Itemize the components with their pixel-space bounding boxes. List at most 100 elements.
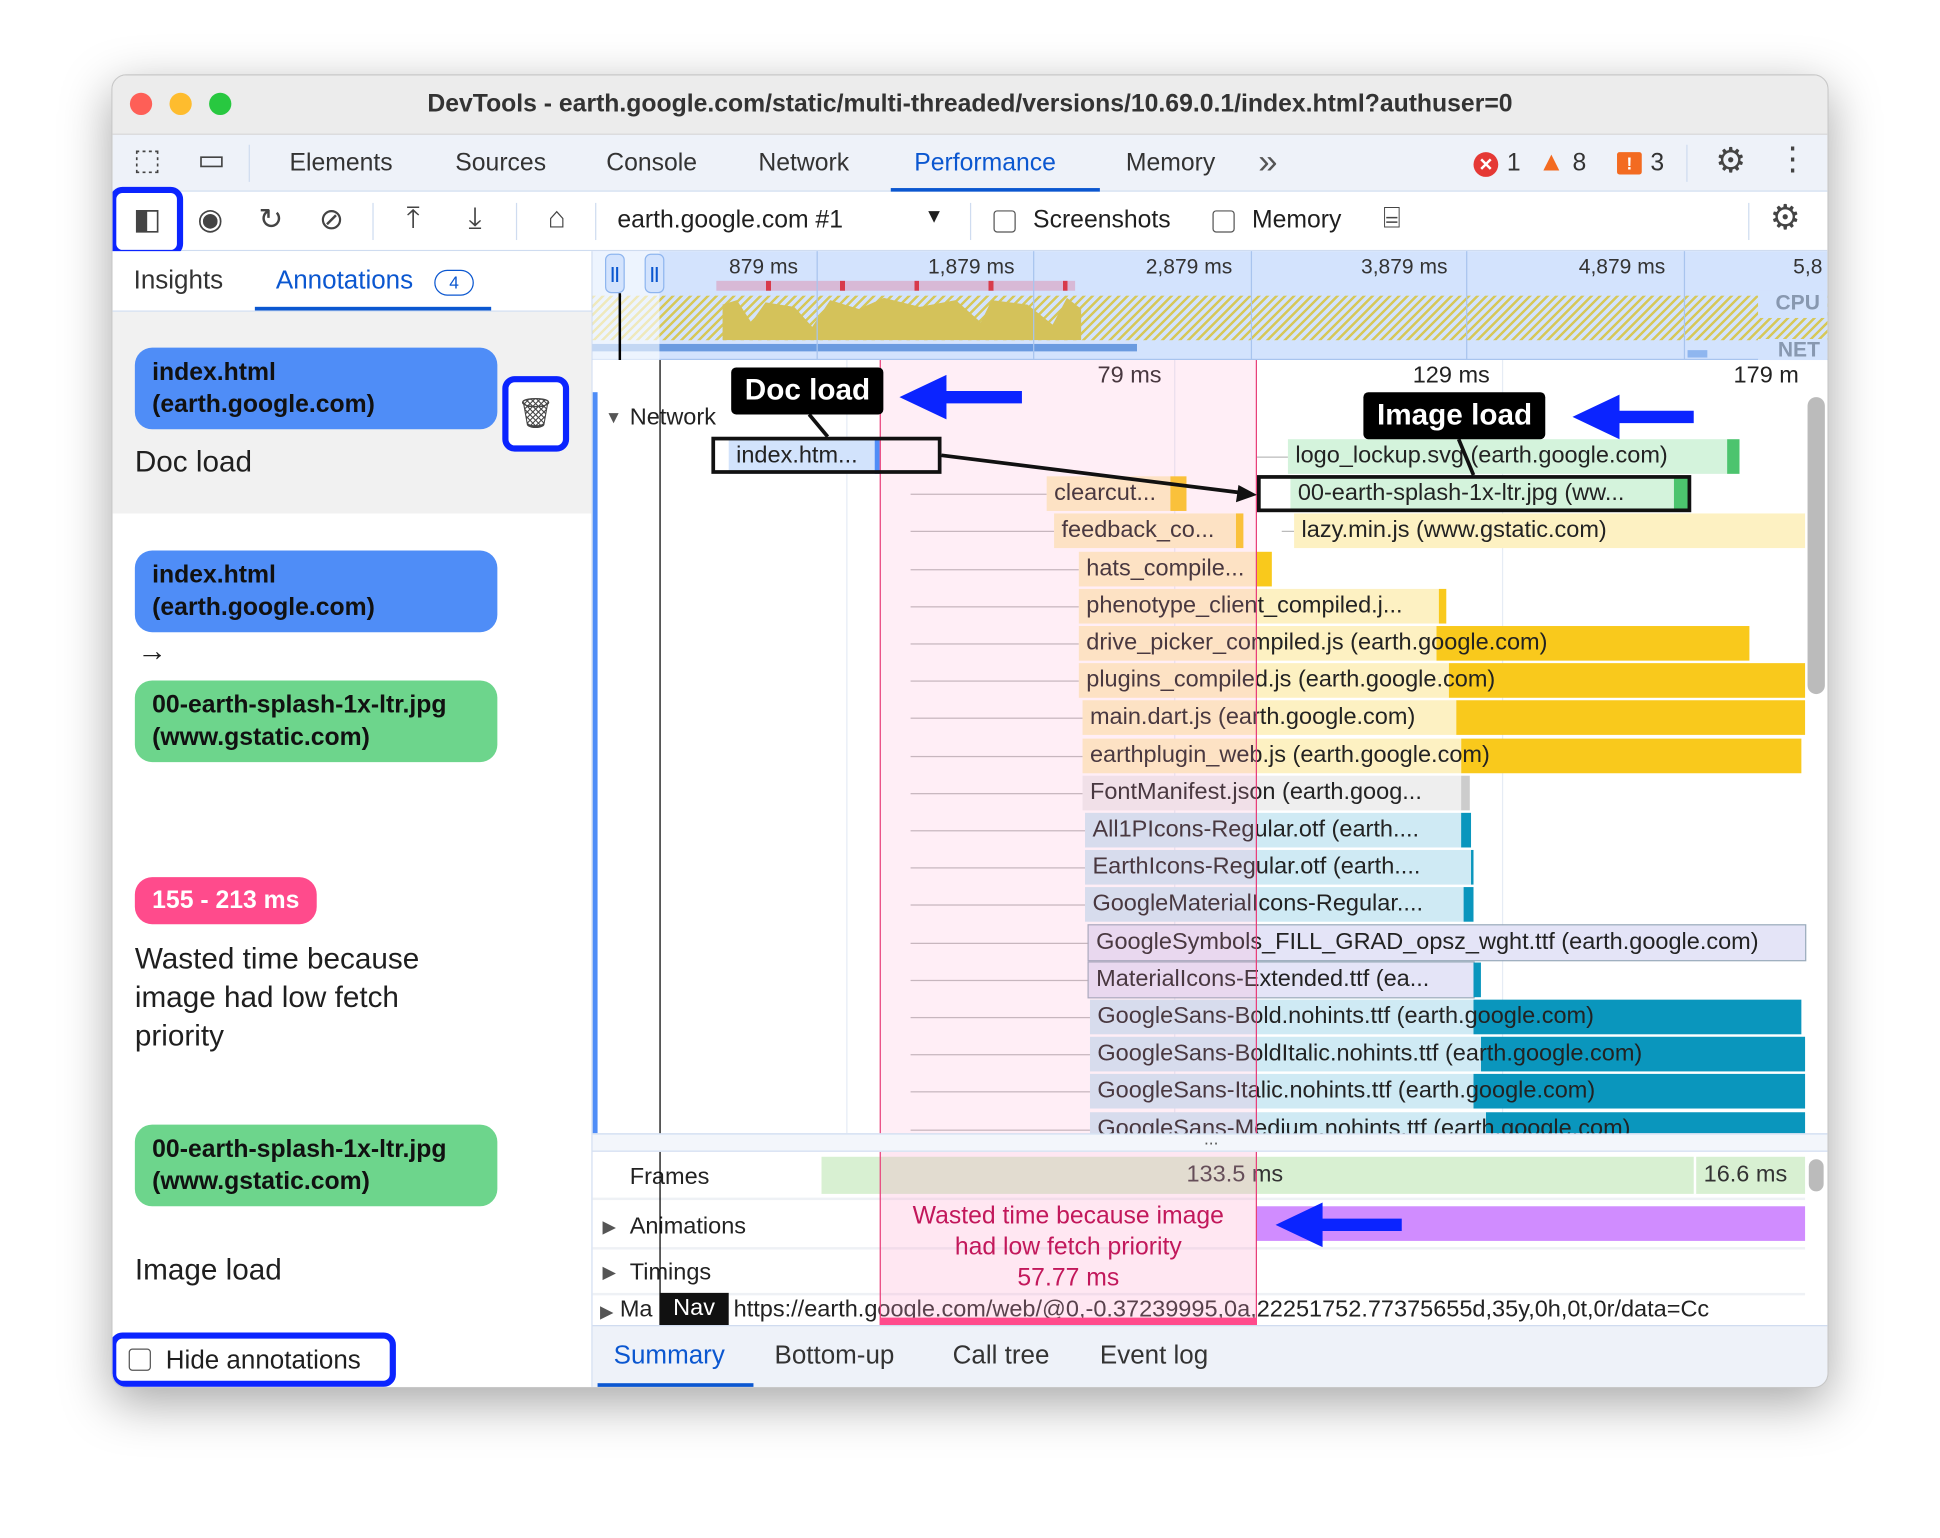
wasted-time-range-overlay[interactable] bbox=[879, 360, 1257, 1134]
network-request-bar[interactable]: logo_lockup.svg (earth.google.com) bbox=[1287, 439, 1728, 474]
memory-checkbox[interactable] bbox=[1212, 210, 1235, 233]
tab-performance[interactable]: Performance bbox=[914, 149, 1056, 177]
inspect-element-icon[interactable]: ⬚ bbox=[133, 143, 162, 177]
network-request-bar[interactable]: main.dart.js (earth.google.com) bbox=[1082, 700, 1457, 736]
network-request-bar[interactable]: GoogleSans-Italic.nohints.ttf (earth.goo… bbox=[1089, 1074, 1595, 1110]
tab-console[interactable]: Console bbox=[606, 149, 698, 177]
annotation-link-to-chip[interactable]: 00-earth-splash-1x-ltr.jpg (www.gstatic.… bbox=[134, 680, 498, 763]
warning-count[interactable]: 8 bbox=[1572, 149, 1587, 177]
annotation-entry-chip[interactable]: 00-earth-splash-1x-ltr.jpg (www.gstatic.… bbox=[134, 1124, 498, 1207]
capture-settings-gear-icon[interactable]: ⚙ bbox=[1769, 197, 1801, 237]
warning-icon[interactable]: ▲ bbox=[1537, 145, 1565, 177]
tab-memory[interactable]: Memory bbox=[1125, 149, 1216, 177]
image-load-label[interactable]: Image load bbox=[1363, 392, 1546, 440]
error-icon[interactable]: ✕ bbox=[1473, 152, 1499, 177]
network-request-bar[interactable]: index.htm... bbox=[728, 439, 875, 474]
navigation-marker-label[interactable]: Nav bbox=[659, 1292, 729, 1326]
memory-label[interactable]: Memory bbox=[1252, 206, 1342, 234]
track-resizer[interactable]: ... bbox=[592, 1130, 1828, 1152]
annotation-connectors bbox=[807, 374, 1694, 503]
upload-icon[interactable]: ⤒ bbox=[406, 201, 420, 236]
overview-drag-handle[interactable]: || bbox=[644, 253, 665, 294]
track-label-main[interactable]: Ma bbox=[619, 1296, 653, 1323]
reload-record-icon[interactable]: ↻ bbox=[258, 202, 284, 237]
frame-bar[interactable] bbox=[1696, 1156, 1806, 1194]
network-request-bar[interactable]: GoogleSans-BoldItalic.nohints.ttf (earth… bbox=[1089, 1037, 1642, 1072]
network-request-bar[interactable]: 00-earth-splash-1x-ltr.jpg (ww... bbox=[1290, 476, 1674, 512]
network-request-bar[interactable]: drive_picker_compiled.js (earth.google.c… bbox=[1078, 626, 1547, 661]
frame-bar[interactable] bbox=[821, 1156, 1694, 1194]
request-label: earthplugin_web.js (earth.google.com) bbox=[1089, 741, 1490, 768]
tab-summary[interactable]: Summary bbox=[613, 1341, 725, 1370]
network-request-bar[interactable]: MaterialIcons-Extended.ttf (ea... bbox=[1087, 961, 1475, 999]
tab-network[interactable]: Network bbox=[758, 149, 850, 177]
tab-call-tree[interactable]: Call tree bbox=[952, 1341, 1050, 1370]
network-request-bar[interactable]: feedback_co... bbox=[1054, 513, 1236, 549]
screenshots-checkbox[interactable] bbox=[993, 210, 1016, 233]
tab-insights[interactable]: Insights bbox=[133, 265, 224, 295]
network-request-bar[interactable]: lazy.min.js (www.gstatic.com) bbox=[1294, 513, 1806, 549]
minimize-window-button[interactable] bbox=[169, 92, 192, 116]
vertical-scrollbar[interactable] bbox=[1807, 397, 1825, 695]
more-tabs-icon[interactable]: » bbox=[1258, 142, 1278, 181]
network-request-bar[interactable]: clearcut... bbox=[1046, 476, 1171, 512]
recording-select[interactable]: earth.google.com #1 ▼ bbox=[617, 207, 963, 235]
request-download-segment bbox=[1727, 439, 1740, 474]
settings-gear-icon[interactable]: ⚙ bbox=[1715, 141, 1747, 180]
issues-icon[interactable]: ! bbox=[1617, 152, 1642, 175]
image-load-entry-outline[interactable] bbox=[1256, 475, 1692, 513]
tab-annotations[interactable]: Annotations bbox=[275, 265, 414, 295]
clear-icon[interactable]: ⊘ bbox=[319, 202, 344, 237]
hide-annotations-control[interactable]: Hide annotations bbox=[112, 1332, 396, 1387]
expand-triangle-icon[interactable]: ▶ bbox=[602, 1261, 616, 1282]
divider bbox=[595, 202, 597, 241]
download-icon[interactable]: ⤓ bbox=[468, 201, 482, 236]
request-download-segment bbox=[1235, 513, 1244, 549]
toggle-sidebar-icon[interactable]: ◧ bbox=[133, 202, 162, 237]
request-whisker bbox=[910, 1129, 1090, 1131]
network-request-bar[interactable]: earthplugin_web.js (earth.google.com) bbox=[1082, 738, 1490, 773]
track-label-animations[interactable]: Animations bbox=[629, 1213, 747, 1240]
time-range-chip[interactable]: 155 - 213 ms bbox=[134, 877, 317, 925]
collapse-triangle-icon[interactable]: ▼ bbox=[604, 407, 623, 427]
wasted-time-range-bar[interactable] bbox=[879, 1317, 1257, 1326]
horizontal-scroll-thumb[interactable] bbox=[1808, 1159, 1824, 1192]
network-request-bar[interactable]: plugins_compiled.js (earth.google.com) bbox=[1078, 663, 1495, 699]
hide-annotations-checkbox[interactable] bbox=[128, 1348, 151, 1371]
garbage-collect-icon[interactable]: ⌸ bbox=[1382, 201, 1401, 236]
annotation-link-from-chip[interactable]: index.html (earth.google.com) bbox=[134, 550, 498, 633]
device-toolbar-icon[interactable]: ▭ bbox=[197, 143, 226, 177]
network-request-bar[interactable]: EarthIcons-Regular.otf (earth.... bbox=[1085, 850, 1472, 885]
expand-triangle-icon[interactable]: ▶ bbox=[600, 1301, 614, 1322]
error-count[interactable]: 1 bbox=[1506, 149, 1521, 177]
annotation-item-selected[interactable]: index.html (earth.google.com) 🗑 Doc load bbox=[112, 311, 592, 514]
tab-sources[interactable]: Sources bbox=[455, 149, 547, 177]
overview-drag-handle[interactable]: || bbox=[604, 253, 625, 294]
issues-count[interactable]: 3 bbox=[1650, 149, 1665, 177]
network-request-bar[interactable]: phenotype_client_compiled.j... bbox=[1078, 588, 1439, 624]
maximize-window-button[interactable] bbox=[209, 92, 232, 116]
screenshots-label[interactable]: Screenshots bbox=[1033, 206, 1171, 234]
network-request-bar[interactable]: hats_compile... bbox=[1078, 551, 1257, 586]
more-options-icon[interactable]: ⋮ bbox=[1776, 139, 1809, 177]
network-request-bar[interactable]: GoogleSans-Bold.nohints.ttf (earth.googl… bbox=[1089, 999, 1594, 1035]
record-icon[interactable]: ◉ bbox=[197, 202, 224, 237]
network-request-bar[interactable]: GoogleSans-Medium.nohints.ttf (earth.goo… bbox=[1089, 1111, 1630, 1134]
network-track[interactable]: 79 ms 129 ms 179 m ▼ Network logo_lockup.svg … bbox=[592, 360, 1828, 1134]
home-icon[interactable]: ⌂ bbox=[547, 201, 566, 236]
track-label-timings[interactable]: Timings bbox=[629, 1259, 712, 1286]
delete-annotation-button[interactable]: 🗑 bbox=[502, 376, 570, 452]
wasted-time-range-overlay[interactable] bbox=[879, 1151, 1257, 1326]
close-window-button[interactable] bbox=[129, 92, 153, 116]
network-request-bar[interactable]: GoogleSymbols_FILL_GRAD_opsz_wght.ttf (e… bbox=[1087, 923, 1807, 961]
network-request-bar[interactable]: GoogleMaterialIcons-Regular.... bbox=[1085, 887, 1464, 923]
doc-load-label[interactable]: Doc load bbox=[731, 367, 884, 415]
tab-bottom-up[interactable]: Bottom-up bbox=[774, 1341, 895, 1370]
track-label-frames[interactable]: Frames bbox=[629, 1164, 710, 1191]
expand-triangle-icon[interactable]: ▶ bbox=[602, 1216, 616, 1236]
tab-event-log[interactable]: Event log bbox=[1099, 1341, 1209, 1370]
timeline-overview[interactable]: 879 ms 1,879 ms 2,879 ms 3,879 ms 4,879 ms 5,… bbox=[592, 251, 1828, 362]
doc-load-entry-outline[interactable] bbox=[711, 436, 942, 474]
request-label: GoogleSymbols_FILL_GRAD_opsz_wght.ttf (e… bbox=[1096, 928, 1759, 955]
tab-elements[interactable]: Elements bbox=[289, 149, 393, 177]
